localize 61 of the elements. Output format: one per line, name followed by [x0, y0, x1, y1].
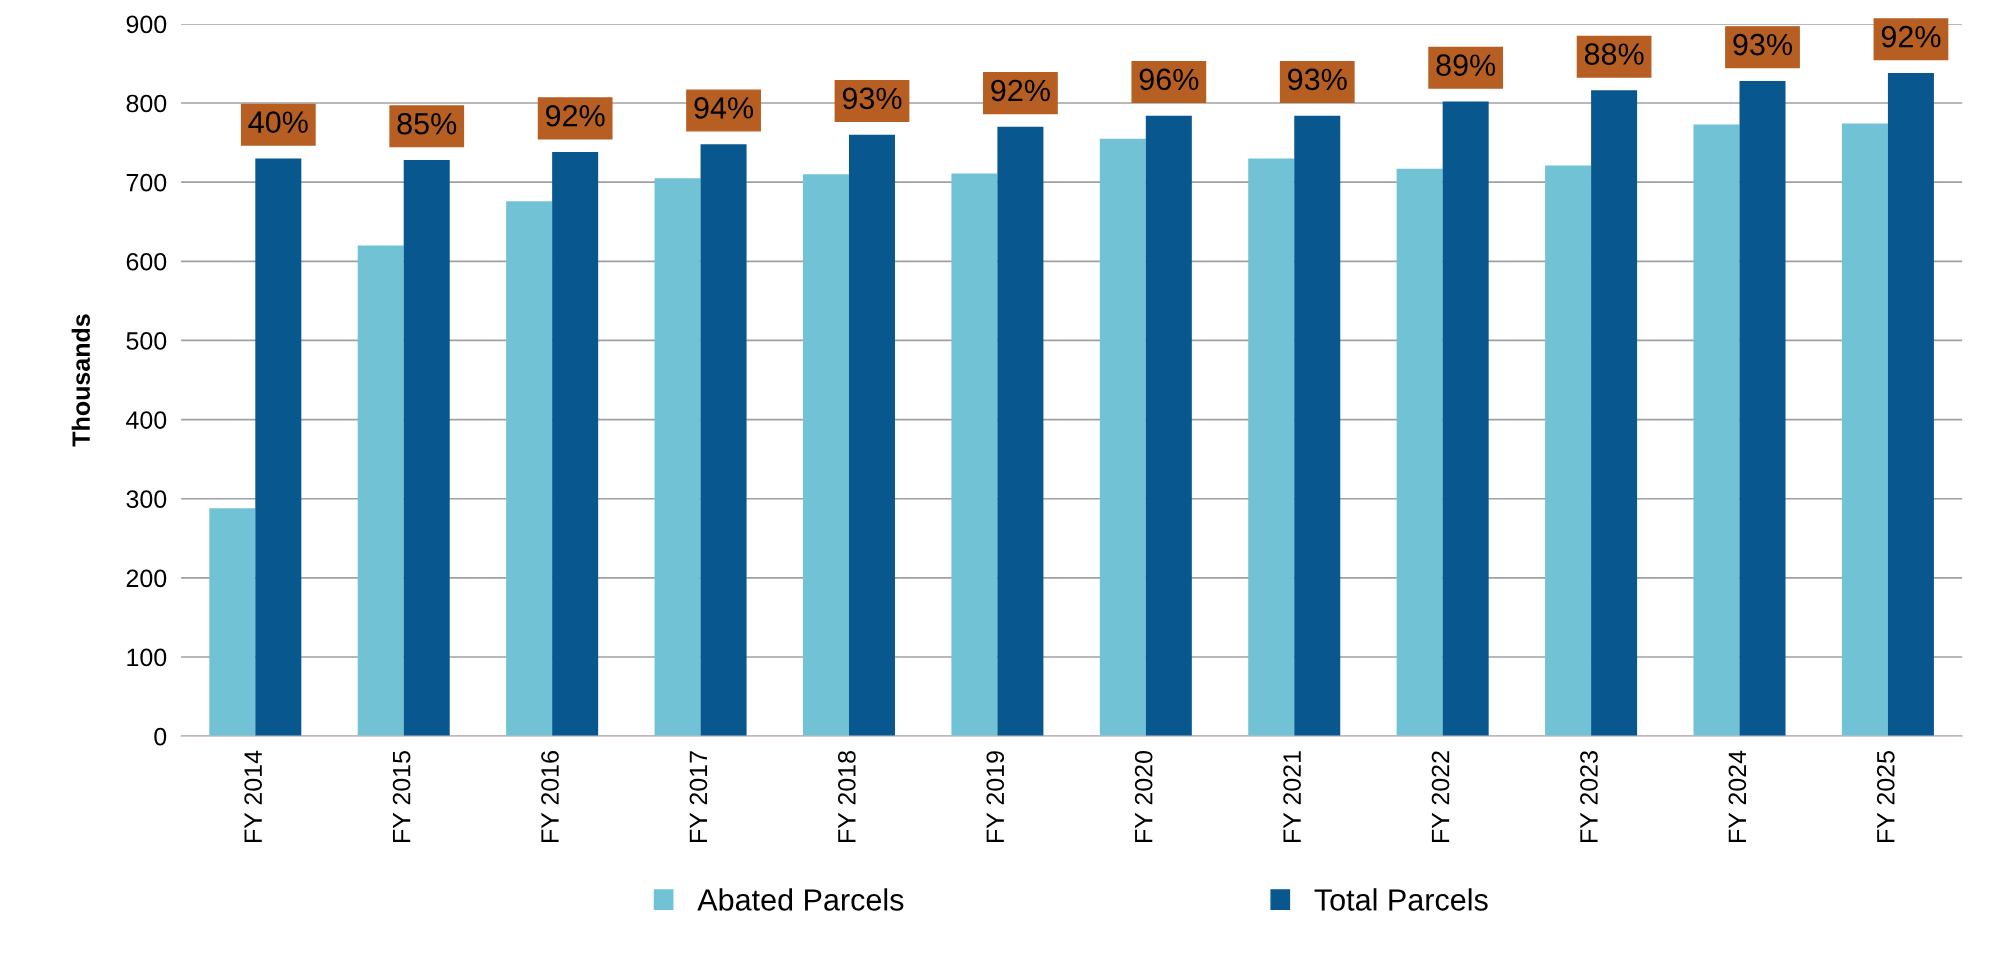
bar [951, 173, 998, 737]
y-axis-title: Thousands [71, 314, 90, 447]
y-tick-label: 200 [126, 569, 167, 588]
bar [1693, 124, 1740, 737]
bar [1248, 158, 1295, 737]
bar [1145, 115, 1192, 737]
x-tick-label: FY 2023 [1580, 751, 1598, 843]
bar [552, 152, 599, 737]
y-tick-label: 900 [126, 15, 167, 34]
x-tick-label: FY 2024 [1728, 750, 1747, 843]
bar [802, 174, 849, 737]
bar [209, 508, 256, 737]
x-tick-label: FY 2014 [244, 750, 263, 843]
x-tick-label: FY 2022 [1431, 751, 1450, 843]
bar [1591, 90, 1638, 737]
bar [1294, 115, 1341, 737]
annotation: 96% [1139, 68, 1199, 91]
x-tick-label: FY 2018 [837, 751, 856, 843]
bar [1887, 72, 1934, 737]
bar [1739, 80, 1786, 737]
annotation: 93% [1733, 33, 1793, 56]
bar [357, 245, 404, 737]
legend-label: Abated Parcels [697, 888, 904, 911]
bar [255, 158, 302, 737]
bar [1545, 165, 1592, 737]
bar [654, 178, 701, 737]
y-tick-label: 800 [126, 94, 167, 113]
x-tick-label: FY 2016 [541, 751, 559, 843]
bar [1841, 123, 1888, 737]
annotation: 94% [694, 97, 754, 119]
y-tick-label: 0 [154, 727, 167, 746]
bar [403, 160, 450, 737]
x-tick-label: FY 2015 [392, 751, 411, 843]
bar [1099, 138, 1146, 737]
annotation: 92% [546, 104, 605, 127]
y-tick-label: 300 [126, 490, 167, 509]
y-tick-label: 400 [126, 411, 167, 429]
x-tick-label: FY 2020 [1134, 750, 1153, 843]
x-tick-label: FY 2025 [1876, 751, 1895, 843]
y-tick-label: 700 [126, 173, 167, 192]
bar [506, 201, 553, 737]
x-tick-label: FY 2021 [1283, 751, 1301, 843]
annotation: 93% [842, 87, 902, 110]
y-tick-label: 100 [127, 648, 167, 667]
y-tick-label: 500 [126, 332, 167, 350]
y-tick-label: 600 [126, 252, 167, 271]
bar [700, 144, 747, 737]
x-tick-label: FY 2017 [689, 751, 708, 843]
annotation: 89% [1436, 54, 1496, 76]
annotation: 85% [397, 112, 457, 135]
bar [1442, 101, 1489, 737]
annotation: 40% [248, 111, 308, 133]
annotation: 92% [991, 79, 1050, 102]
x-tick-label: FY 2019 [986, 751, 1005, 843]
bar [997, 126, 1044, 737]
legend-label: Total Parcels [1314, 888, 1488, 911]
bar [848, 134, 895, 737]
annotation: 93% [1288, 68, 1347, 91]
bar [1396, 168, 1443, 737]
annotation: 92% [1881, 25, 1941, 48]
annotation: 88% [1584, 43, 1644, 65]
